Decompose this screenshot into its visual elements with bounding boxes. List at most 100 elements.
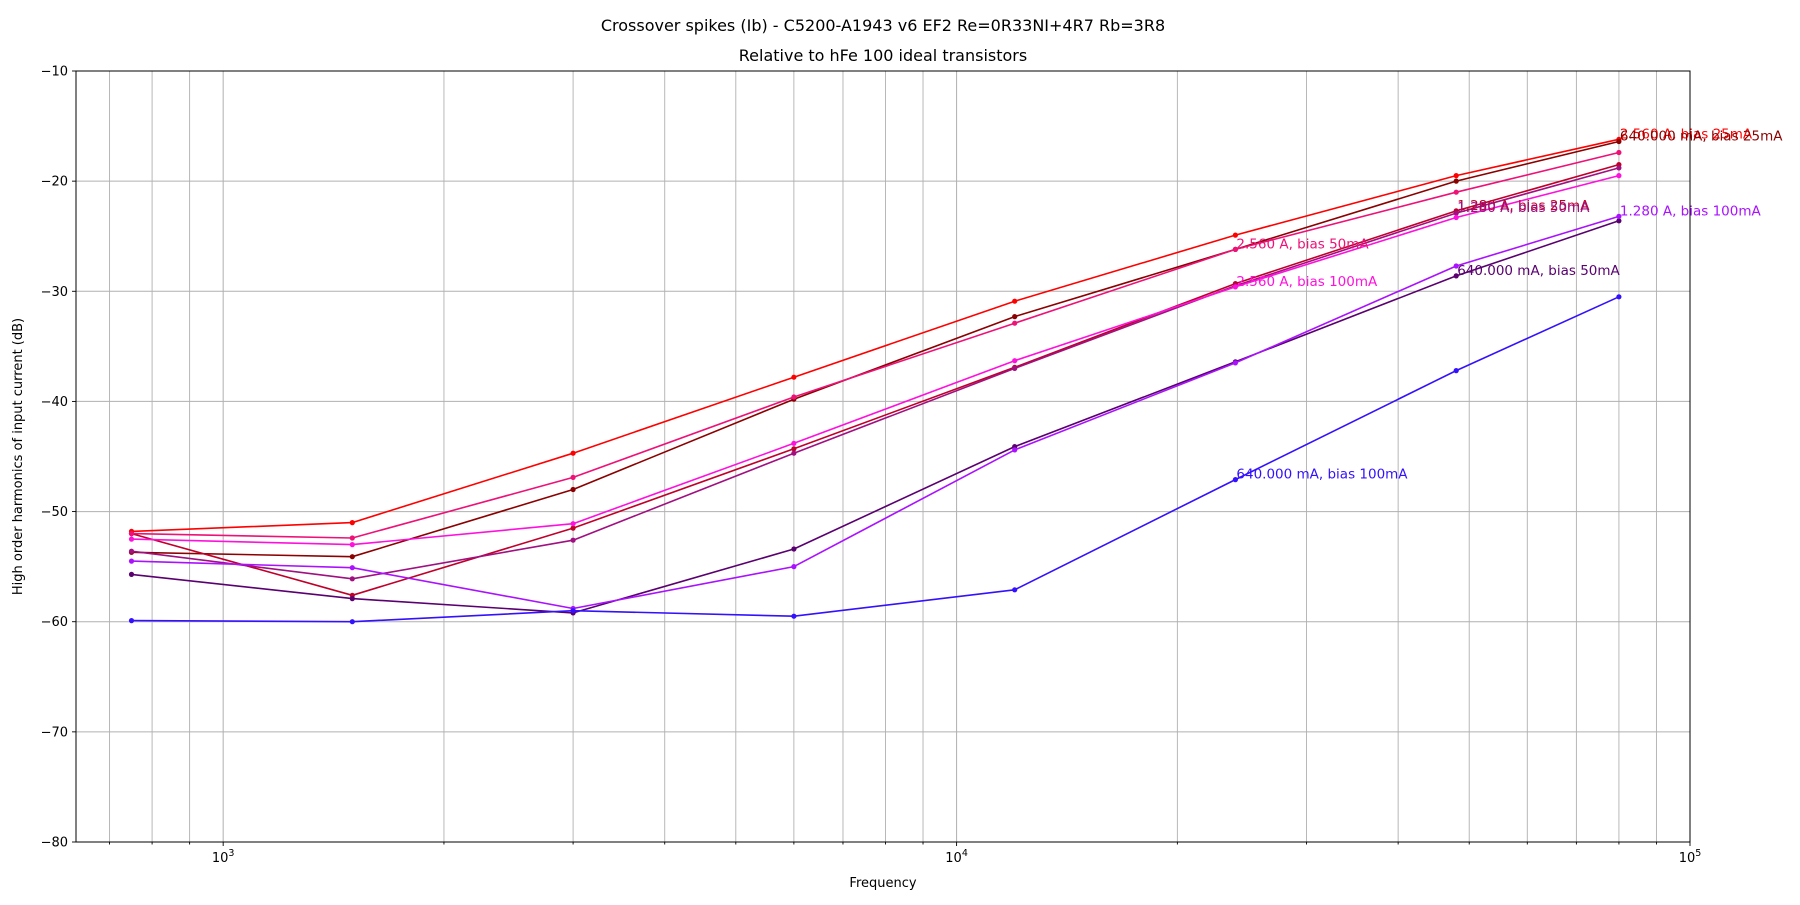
y-tick-label: −20 <box>41 175 68 190</box>
data-point <box>349 542 355 548</box>
series-line <box>131 174 1620 546</box>
series-label: 640.000 mA, bias 100mA <box>1236 467 1408 483</box>
data-point <box>1012 587 1018 593</box>
data-point <box>570 450 576 456</box>
series-3 <box>128 162 1622 598</box>
x-axis-label: Frequency <box>849 876 916 891</box>
chart-title: Crossover spikes (Ib) - C5200-A1943 v6 E… <box>601 16 1165 35</box>
series-line <box>131 140 1620 558</box>
series-8 <box>128 213 1622 612</box>
data-point <box>1232 477 1238 483</box>
y-tick-label: −70 <box>41 725 68 740</box>
data-point <box>791 613 797 619</box>
plot-frame <box>75 70 1691 843</box>
data-point <box>1616 294 1622 300</box>
data-point <box>1453 263 1459 269</box>
grid-layer <box>76 70 1691 843</box>
data-point <box>349 576 355 582</box>
y-tick-label: −40 <box>41 395 68 410</box>
data-point <box>1012 447 1018 453</box>
chart-subtitle: Relative to hFe 100 ideal transistors <box>739 46 1027 65</box>
data-point <box>1453 189 1459 195</box>
data-point <box>570 486 576 493</box>
data-point <box>349 619 355 625</box>
series-label: 1.280 A, bias 50mA <box>1457 200 1590 216</box>
series-line <box>131 138 1620 533</box>
data-point <box>570 608 576 614</box>
series-label: 2.560 A, bias 100mA <box>1236 274 1378 290</box>
data-point <box>128 548 135 554</box>
data-point <box>1453 368 1459 374</box>
data-point <box>1012 314 1018 320</box>
data-point <box>1453 178 1459 184</box>
data-point <box>1012 298 1018 304</box>
series-label: 640.000 mA, bias 25mA <box>1620 129 1783 145</box>
data-point <box>791 564 797 570</box>
data-point <box>791 394 797 400</box>
series-line <box>131 220 1620 614</box>
data-point <box>128 618 135 624</box>
y-tick-label: −50 <box>41 505 68 520</box>
data-point <box>791 440 797 446</box>
y-axis-label: High order harmonics of input current (d… <box>11 318 26 595</box>
data-point <box>570 525 576 531</box>
y-tick-label: −30 <box>41 285 68 300</box>
series-label: 640.000 mA, bias 50mA <box>1457 263 1620 279</box>
data-point <box>570 537 576 543</box>
data-point <box>791 374 797 380</box>
data-point <box>1616 138 1622 145</box>
series-layer <box>128 136 1622 625</box>
data-point <box>791 546 797 552</box>
data-point <box>1616 213 1622 219</box>
series-line <box>131 151 1620 539</box>
data-point <box>128 536 135 542</box>
series-6 <box>128 173 1622 548</box>
data-point <box>1453 173 1459 179</box>
data-point <box>1453 210 1459 216</box>
data-point <box>791 446 797 452</box>
data-point <box>349 596 355 602</box>
data-point <box>1012 358 1018 364</box>
series-1 <box>128 136 1622 535</box>
data-point <box>349 535 355 541</box>
series-line <box>131 167 1620 580</box>
series-4 <box>128 149 1622 541</box>
data-point <box>349 520 355 526</box>
x-tick-label: 105 <box>1679 848 1702 866</box>
data-point <box>1616 218 1622 224</box>
tick-layer: −80 −70 −60 −50 −40 −30 −20 −10 103 104 105 <box>41 65 1702 867</box>
series-line <box>131 296 1620 623</box>
y-tick-label: −10 <box>41 65 68 80</box>
y-tick-label: −60 <box>41 615 68 630</box>
data-point <box>570 474 576 480</box>
series-label: 1.280 A, bias 100mA <box>1620 203 1762 219</box>
data-point <box>1232 232 1238 238</box>
data-point <box>1232 246 1238 252</box>
series-label: 1.280 A, bias 25mA <box>1457 198 1590 214</box>
data-point <box>570 521 576 527</box>
data-point <box>128 571 135 578</box>
data-point <box>128 531 135 537</box>
series-label: 2.560 A, bias 25mA <box>1620 126 1753 142</box>
x-tick-label: 103 <box>212 848 235 866</box>
data-point <box>1012 365 1018 371</box>
y-tick-label: −80 <box>41 836 68 851</box>
data-point <box>1453 273 1459 279</box>
data-point <box>1453 214 1459 221</box>
data-point <box>349 565 355 571</box>
data-point <box>1616 149 1622 156</box>
series-9 <box>128 294 1622 625</box>
data-point <box>128 558 135 564</box>
series-line <box>131 163 1620 597</box>
data-point <box>1232 360 1238 366</box>
x-tick-label: 104 <box>945 848 968 866</box>
data-point <box>349 554 355 560</box>
series-label: 2.560 A, bias 50mA <box>1236 236 1369 252</box>
series-line <box>131 215 1620 610</box>
data-point <box>791 450 797 456</box>
data-point <box>1232 284 1238 290</box>
series-5 <box>128 165 1622 582</box>
